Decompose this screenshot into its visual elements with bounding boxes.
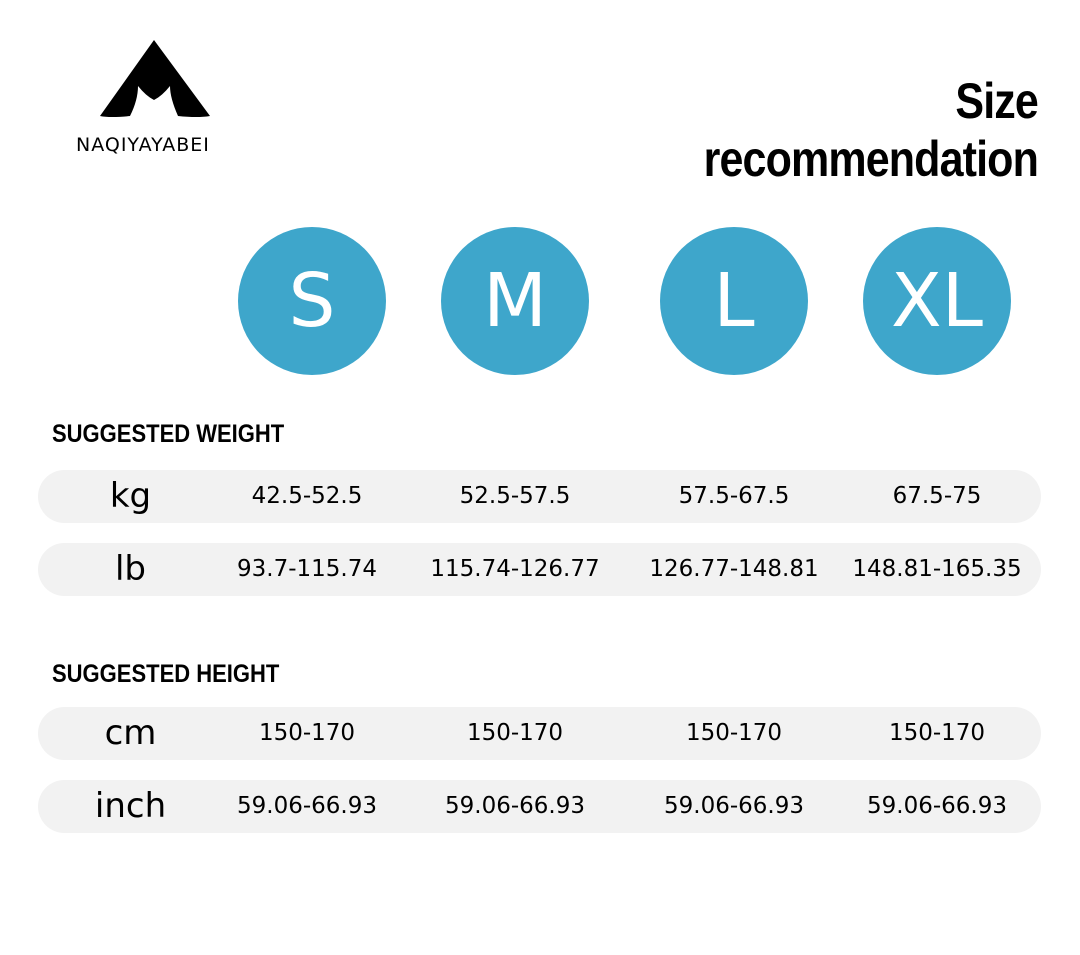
- size-badge: XL: [863, 227, 1011, 375]
- table-cell: 93.7-115.74: [237, 556, 377, 582]
- unit-label: kg: [109, 476, 152, 516]
- table-cell: 126.77-148.81: [649, 556, 819, 582]
- section-heading: SUGGESTED HEIGHT: [52, 660, 280, 688]
- brand: NAQIYAYABEI: [76, 134, 210, 156]
- table-row: cm 150-170 150-170 150-170 150-170: [38, 707, 1041, 760]
- unit-label: inch: [94, 786, 167, 826]
- unit-label: lb: [114, 549, 147, 589]
- logo: [100, 40, 210, 117]
- table-cell: 52.5-57.5: [459, 483, 571, 509]
- size-badge: M: [441, 227, 589, 375]
- table-cell: 59.06-66.93: [867, 793, 1007, 819]
- table-cell: 148.81-165.35: [852, 556, 1022, 582]
- table-cell: 115.74-126.77: [430, 556, 600, 582]
- table-row: kg 42.5-52.5 52.5-57.5 57.5-67.5 67.5-75: [38, 470, 1041, 523]
- table-cell: 59.06-66.93: [445, 793, 585, 819]
- title: Size recommendation: [703, 73, 1039, 187]
- section-heading: SUGGESTED WEIGHT: [52, 420, 285, 448]
- table-cell: 59.06-66.93: [664, 793, 804, 819]
- table-cell: 150-170: [888, 720, 986, 746]
- table-cell: 150-170: [685, 720, 783, 746]
- size-badge: S: [238, 227, 386, 375]
- table-cell: 57.5-67.5: [678, 483, 790, 509]
- table-row: lb 93.7-115.74 115.74-126.77 126.77-148.81 1…: [38, 543, 1041, 596]
- unit-label: cm: [104, 713, 157, 753]
- table-row: inch 59.06-66.93 59.06-66.93 59.06-66.93 59.…: [38, 780, 1041, 833]
- table-cell: 67.5-75: [892, 483, 982, 509]
- table-cell: 42.5-52.5: [251, 483, 363, 509]
- size-badge: L: [660, 227, 808, 375]
- table-cell: 59.06-66.93: [237, 793, 377, 819]
- table-cell: 150-170: [466, 720, 564, 746]
- table-cell: 150-170: [258, 720, 356, 746]
